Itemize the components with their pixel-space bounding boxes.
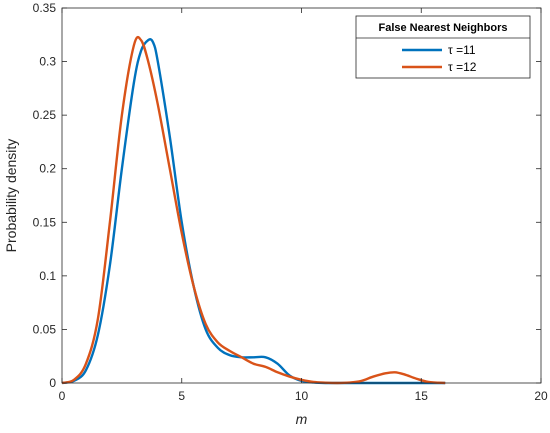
y-tick-label: 0.15 xyxy=(33,215,57,229)
y-tick-label: 0.25 xyxy=(33,108,57,122)
x-tick-label: 20 xyxy=(534,389,548,403)
y-tick-label: 0.05 xyxy=(33,322,57,336)
series-line-2 xyxy=(61,35,446,385)
x-axis: 0 5 10 15 20 xyxy=(59,8,548,403)
legend-label-2: τ =12 xyxy=(448,60,477,74)
legend: False Nearest Neighbors τ =11 τ =12 xyxy=(355,15,531,79)
x-tick-label: 5 xyxy=(178,389,185,403)
legend-title: False Nearest Neighbors xyxy=(379,22,508,34)
legend-items: τ =11 τ =12 xyxy=(402,43,477,74)
y-tick-label: 0 xyxy=(49,376,56,390)
legend-label-1: τ =11 xyxy=(448,43,476,57)
y-tick-label: 0.1 xyxy=(39,269,56,283)
y-tick-label: 0.35 xyxy=(33,1,57,15)
y-axis-label: Probability density xyxy=(3,139,19,253)
legend-box xyxy=(355,15,531,79)
x-tick-label: 15 xyxy=(415,389,429,403)
x-tick-label: 0 xyxy=(59,389,66,403)
x-tick-label: 10 xyxy=(295,389,309,403)
y-tick-label: 0.2 xyxy=(39,162,56,176)
x-axis-label: m xyxy=(296,411,308,427)
y-axis: 0 0.05 0.1 0.15 0.2 0.25 0.3 0.35 xyxy=(33,1,541,390)
y-tick-label: 0.3 xyxy=(39,55,56,69)
